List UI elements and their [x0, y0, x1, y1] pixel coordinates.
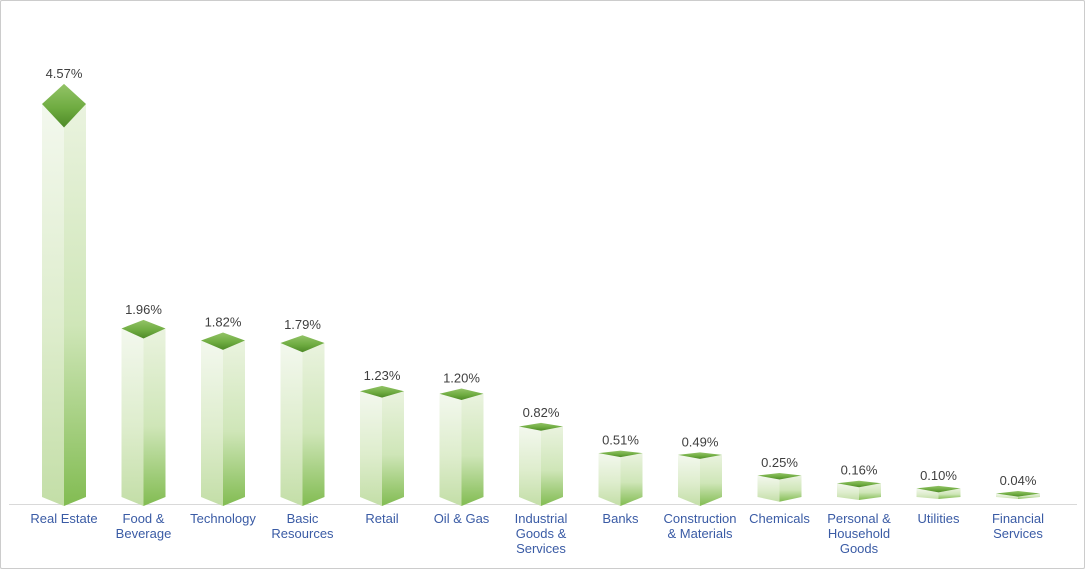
- bar-oil-and-gas: 1.20% Oil & Gas: [434, 371, 490, 526]
- value-label: 1.82%: [205, 314, 242, 329]
- bar-left-face: [121, 328, 144, 506]
- bar-technology: 1.82% Technology: [190, 314, 256, 526]
- bar-right-face: [779, 475, 802, 502]
- category-label: Industrial Goods & Services: [515, 511, 568, 556]
- bar-right-face: [223, 340, 245, 506]
- bar-food-and-beverage: 1.96% Food & Beverage: [116, 302, 172, 541]
- bar-left-face: [598, 453, 621, 506]
- bar-left-face: [678, 454, 700, 506]
- bar-right-face: [382, 391, 404, 506]
- category-label: Retail: [365, 511, 398, 526]
- bar-chemicals: 0.25% Chemicals: [749, 455, 810, 526]
- bar-right-face: [700, 454, 722, 506]
- bar-personal-and-household-goods: 0.16% Personal & Household Goods: [827, 463, 891, 556]
- category-label: Food & Beverage: [116, 511, 172, 541]
- bar-top-face: [201, 332, 245, 350]
- category-label: Technology: [190, 511, 256, 526]
- category-label: Construction & Materials: [664, 511, 737, 541]
- bar-retail: 1.23% Retail: [360, 368, 404, 526]
- category-label: Basic Resources: [271, 511, 334, 541]
- bar-real-estate: 4.57% Real Estate: [30, 66, 97, 526]
- bar-top-face: [598, 450, 643, 458]
- bar-left-face: [201, 340, 223, 506]
- value-label: 0.04%: [1000, 473, 1037, 488]
- bar-right-face: [302, 343, 325, 506]
- value-label: 1.96%: [125, 302, 162, 317]
- bar-left-face: [42, 103, 64, 506]
- bar-right-face: [143, 328, 166, 506]
- bar-left-face: [439, 393, 462, 506]
- bar-top-face: [519, 422, 563, 431]
- bar-banks: 0.51% Banks: [598, 433, 643, 526]
- category-label: Personal & Household Goods: [827, 511, 891, 556]
- value-label: 1.20%: [443, 371, 480, 386]
- bar-right-face: [859, 483, 881, 501]
- category-label: Chemicals: [749, 511, 810, 526]
- bar-left-face: [280, 343, 303, 506]
- bar-right-face: [541, 426, 563, 506]
- bar-industrial-goods-and-services: 0.82% Industrial Goods & Services: [515, 405, 568, 556]
- bar-left-face: [996, 493, 1018, 499]
- category-label: Utilities: [918, 511, 960, 526]
- bar-left-face: [360, 391, 382, 506]
- bar-left-face: [916, 488, 939, 499]
- category-label: Real Estate: [30, 511, 97, 526]
- bar-top-face: [42, 83, 86, 128]
- bar-financial-services: 0.04% Financial Services: [992, 473, 1044, 541]
- value-label: 1.23%: [364, 368, 401, 383]
- bar-right-face: [620, 453, 643, 506]
- bar-left-face: [757, 475, 780, 502]
- value-label: 0.10%: [920, 468, 957, 483]
- plot-area: 4.57% Real Estate 1.96% Food & Beverage 1.82%…: [9, 66, 1077, 556]
- value-label: 4.57%: [46, 66, 83, 81]
- bar-top-face: [678, 452, 722, 459]
- bar-basic-resources: 1.79% Basic Resources: [271, 317, 334, 541]
- bar-construction-and-materials: 0.49% Construction & Materials: [664, 434, 737, 541]
- bar-top-face: [360, 385, 404, 398]
- value-label: 0.25%: [761, 455, 798, 470]
- bar-top-face: [439, 388, 484, 400]
- value-label: 0.51%: [602, 433, 639, 448]
- category-label: Oil & Gas: [434, 511, 490, 526]
- value-label: 1.79%: [284, 317, 321, 332]
- bar-top-face: [757, 473, 802, 480]
- bar-right-face: [461, 393, 484, 506]
- bar-left-face: [837, 483, 859, 501]
- value-label: 0.82%: [523, 405, 560, 420]
- bar-top-face: [121, 319, 166, 339]
- bar-utilities: 0.10% Utilities: [916, 468, 961, 526]
- bar-left-face: [519, 426, 541, 506]
- bar-top-face: [837, 480, 881, 488]
- value-label: 0.49%: [682, 434, 719, 449]
- bar-right-face: [64, 103, 86, 506]
- category-label: Financial Services: [992, 511, 1044, 541]
- category-label: Banks: [602, 511, 639, 526]
- bar-right-face: [1018, 493, 1040, 499]
- bar-right-face: [938, 488, 961, 499]
- bar-top-face: [996, 491, 1040, 497]
- bar-top-face: [916, 485, 961, 493]
- value-label: 0.16%: [841, 463, 878, 478]
- bar-top-face: [280, 335, 325, 353]
